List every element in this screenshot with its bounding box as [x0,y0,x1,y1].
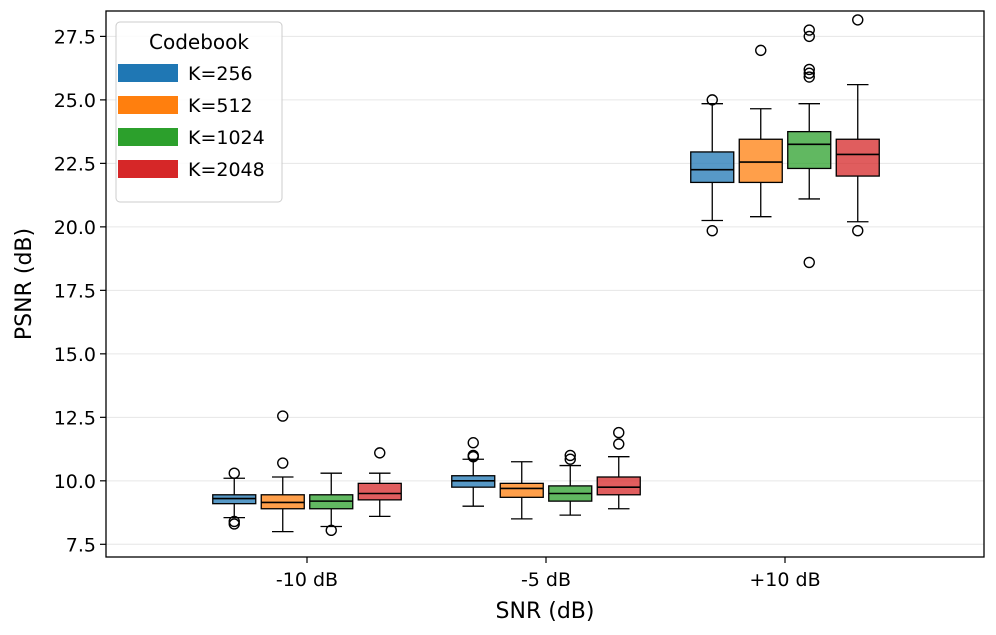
legend-label: K=512 [188,95,253,117]
y-axis-label: PSNR (dB) [12,228,37,340]
legend-title: Codebook [149,30,249,54]
outlier-point [228,518,240,530]
outlier-point [564,449,576,462]
y-axis: 7.5 10.0 12.5 15.0 17.5 20.0 22.5 25.0 27.5 [54,26,106,556]
y-tick-label: 22.5 [54,153,96,175]
box-group [499,461,544,520]
x-tick-label: -5 dB [521,569,571,591]
box-group [451,437,496,507]
legend-label: K=2048 [188,159,265,181]
y-tick-label: 12.5 [54,407,96,429]
outlier-point [613,438,625,450]
outlier-point [803,30,815,43]
outlier-point [852,224,864,237]
legend-swatch [118,96,178,114]
legend-label: K=256 [188,63,253,85]
x-axis-label: SNR (dB) [496,599,595,624]
y-tick-label: 27.5 [54,26,96,48]
box-series [212,14,880,537]
y-tick-label: 10.0 [54,471,96,493]
outlier-point [803,256,815,269]
y-tick-label: 20.0 [54,217,96,239]
box-group [309,472,354,537]
outlier-point [755,44,767,57]
outlier-point [467,450,479,463]
legend-swatch [118,160,178,178]
outlier-point [852,14,864,26]
box-iqr [499,482,544,498]
outlier-point [374,447,386,459]
box-group [787,24,832,269]
box-iqr [596,476,641,496]
box-group [260,410,305,533]
outlier-point [277,457,289,469]
y-tick-label: 25.0 [54,90,96,112]
legend: Codebook K=256 K=512 K=1024 K=2048 [115,21,283,203]
outlier-point [613,426,625,439]
outlier-point [228,467,240,479]
x-axis: -10 dB -5 dB +10 dB [276,557,821,591]
outlier-point [277,410,289,422]
y-tick-label: 7.5 [66,534,96,556]
outlier-point [706,94,718,106]
box-group [212,467,257,530]
outlier-point [467,437,479,449]
legend-swatch [118,64,178,82]
y-tick-label: 15.0 [54,344,96,366]
legend-swatch [118,128,178,146]
box-iqr [787,130,832,170]
x-tick-label: -10 dB [276,569,338,591]
outlier-point [564,453,576,465]
outlier-point [803,71,815,83]
box-iqr [835,138,880,177]
box-group [596,426,641,510]
box-group [738,44,783,218]
outlier-point [803,24,815,36]
outlier-point [803,63,815,76]
box-iqr [690,151,735,184]
y-tick-label: 17.5 [54,280,96,302]
box-group [690,94,735,237]
plot-frame [105,10,985,558]
box-group [835,14,880,237]
outlier-point [706,224,718,237]
box-group [357,447,402,518]
box-iqr [738,138,783,184]
x-tick-label: +10 dB [749,569,820,591]
box-iqr [357,482,402,501]
legend-label: K=1024 [188,127,265,149]
box-group [548,449,593,516]
outlier-point [325,524,337,537]
outlier-point [803,67,815,79]
